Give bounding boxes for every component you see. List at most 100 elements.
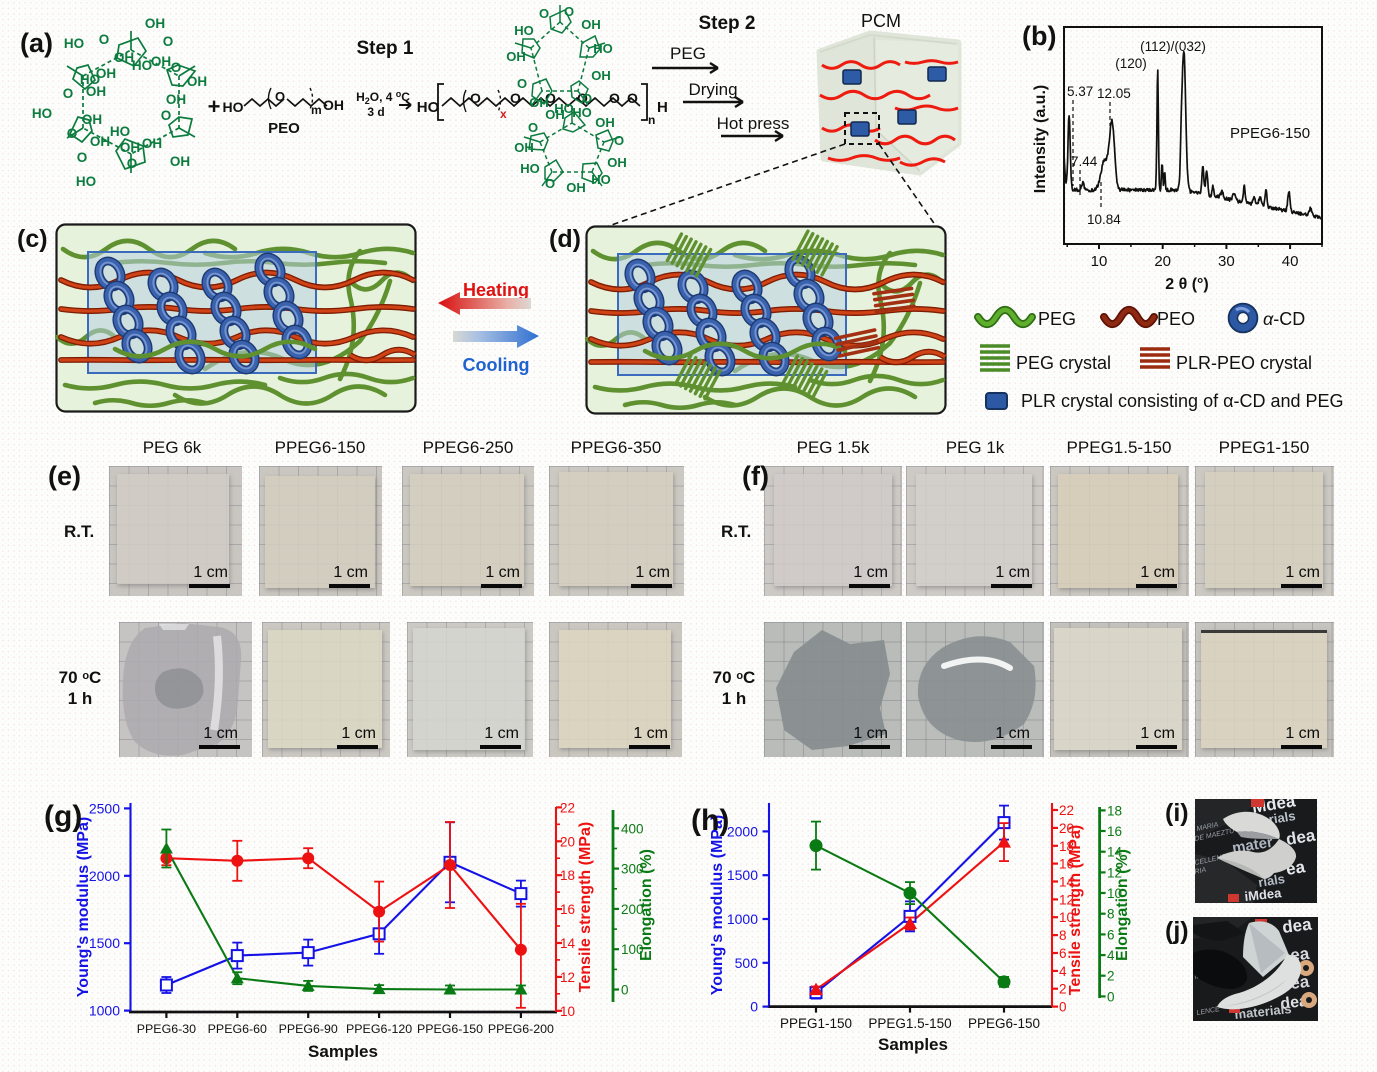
svg-text:OH: OH: [82, 112, 102, 127]
svg-text:0: 0: [1059, 1000, 1067, 1015]
svg-text:12: 12: [1107, 865, 1122, 880]
svg-text:O: O: [517, 76, 527, 91]
svg-text:10: 10: [560, 1004, 575, 1019]
svg-text:PPEG6-150: PPEG6-150: [417, 1022, 483, 1036]
svg-text:O: O: [627, 90, 638, 106]
svg-text:HO: HO: [572, 105, 592, 120]
svg-text:O: O: [161, 108, 172, 123]
svg-text:OH: OH: [90, 134, 110, 149]
svg-text:20: 20: [1059, 821, 1074, 836]
svg-text:PLR-PEO crystal: PLR-PEO crystal: [1176, 353, 1312, 373]
svg-text:O: O: [275, 89, 285, 104]
svg-text:18: 18: [1107, 803, 1122, 818]
svg-text:3 d: 3 d: [367, 105, 384, 119]
svg-text:PEG: PEG: [670, 44, 706, 63]
svg-text:5.37: 5.37: [1067, 84, 1093, 99]
svg-text:Tensile strength (MPa): Tensile strength (MPa): [1067, 825, 1084, 995]
svg-text:OH: OH: [142, 136, 162, 151]
svg-text:10: 10: [1107, 886, 1122, 901]
svg-text:14: 14: [1059, 875, 1075, 890]
svg-text:HO: HO: [64, 36, 84, 51]
svg-text:0: 0: [621, 983, 629, 998]
svg-text:HO: HO: [223, 99, 244, 115]
svg-text:PPEG1-150: PPEG1-150: [780, 1016, 852, 1031]
svg-text:HO: HO: [76, 174, 96, 189]
svg-text:O: O: [609, 90, 620, 106]
svg-text:dea: dea: [1285, 826, 1317, 849]
svg-text:OH: OH: [545, 107, 565, 122]
svg-text:x: x: [500, 107, 507, 121]
svg-text:6: 6: [1107, 927, 1115, 942]
svg-text:4: 4: [1107, 948, 1115, 963]
svg-text:7.44: 7.44: [1071, 154, 1098, 169]
svg-text:200: 200: [621, 902, 644, 917]
svg-text:PEO: PEO: [268, 120, 300, 137]
svg-text:14: 14: [1107, 845, 1123, 860]
svg-text:OH: OH: [170, 154, 190, 169]
svg-text:MARIA: MARIA: [1196, 821, 1219, 833]
svg-text:2000: 2000: [89, 868, 120, 884]
svg-text:Elongation (%): Elongation (%): [1114, 849, 1131, 961]
svg-text:iMdea: iMdea: [1244, 885, 1283, 903]
svg-text:HO: HO: [554, 101, 574, 116]
svg-text:2500: 2500: [89, 800, 120, 816]
svg-text:O: O: [528, 120, 538, 135]
svg-text:PPEG6-120: PPEG6-120: [346, 1022, 412, 1036]
svg-text:RIA: RIA: [1195, 867, 1207, 876]
svg-text:(a): (a): [20, 28, 53, 58]
svg-text:400: 400: [621, 821, 644, 836]
svg-text:HO: HO: [514, 23, 534, 38]
svg-text:OH: OH: [114, 50, 134, 65]
svg-text:PCM: PCM: [861, 11, 901, 31]
svg-text:PPEG6-90: PPEG6-90: [279, 1022, 338, 1036]
svg-text:OH: OH: [120, 140, 140, 155]
svg-text:Samples: Samples: [308, 1042, 378, 1061]
svg-text:OH: OH: [187, 74, 207, 89]
svg-text:Step 2: Step 2: [698, 13, 755, 34]
svg-text:1500: 1500: [89, 935, 120, 951]
svg-text:O: O: [63, 86, 74, 101]
svg-text:OH: OH: [96, 66, 116, 81]
svg-text:dea: dea: [1281, 917, 1313, 937]
svg-text:n: n: [648, 113, 655, 127]
svg-text:PLR crystal consisting of α-CD: PLR crystal consisting of α-CD and PEG: [1021, 391, 1344, 411]
svg-text:O: O: [163, 34, 174, 49]
svg-text:O: O: [510, 90, 521, 106]
svg-text:+: +: [208, 94, 221, 119]
svg-text:100: 100: [621, 942, 644, 957]
svg-text:HO: HO: [32, 106, 52, 121]
svg-text:HO: HO: [520, 161, 540, 176]
svg-text:Elongation (%): Elongation (%): [638, 849, 655, 961]
svg-text:8: 8: [1107, 907, 1115, 922]
svg-text:PEG crystal: PEG crystal: [1016, 353, 1111, 373]
svg-text:30: 30: [1218, 253, 1235, 270]
svg-text:500: 500: [735, 955, 759, 971]
svg-text:PPEG6-200: PPEG6-200: [488, 1022, 554, 1036]
svg-text:O: O: [99, 32, 110, 47]
svg-text:HO: HO: [417, 99, 440, 116]
svg-text:8: 8: [1059, 928, 1067, 943]
svg-text:O: O: [614, 133, 624, 148]
svg-text:1000: 1000: [89, 1003, 120, 1019]
svg-text:18: 18: [560, 868, 575, 883]
svg-text:OH: OH: [607, 155, 627, 170]
svg-text:PPEG1.5-150: PPEG1.5-150: [868, 1016, 951, 1031]
svg-text:HO: HO: [110, 124, 130, 139]
svg-text:HO: HO: [593, 41, 613, 56]
svg-text:(120): (120): [1115, 56, 1147, 71]
svg-text:OH: OH: [566, 180, 586, 195]
svg-text:0: 0: [750, 999, 758, 1015]
svg-text:12: 12: [1059, 892, 1074, 907]
svg-text:300: 300: [621, 862, 644, 877]
svg-text:O: O: [539, 6, 549, 21]
svg-text:10.84: 10.84: [1087, 212, 1121, 227]
svg-text:16: 16: [560, 902, 575, 917]
svg-text:OH: OH: [323, 97, 344, 113]
svg-text:OH: OH: [166, 92, 186, 107]
svg-text:HO: HO: [591, 172, 611, 187]
svg-text:OH: OH: [591, 68, 611, 83]
svg-text:OH: OH: [86, 84, 106, 99]
svg-text:O: O: [564, 4, 574, 19]
svg-text:20: 20: [560, 834, 575, 849]
svg-text:10: 10: [1059, 910, 1074, 925]
